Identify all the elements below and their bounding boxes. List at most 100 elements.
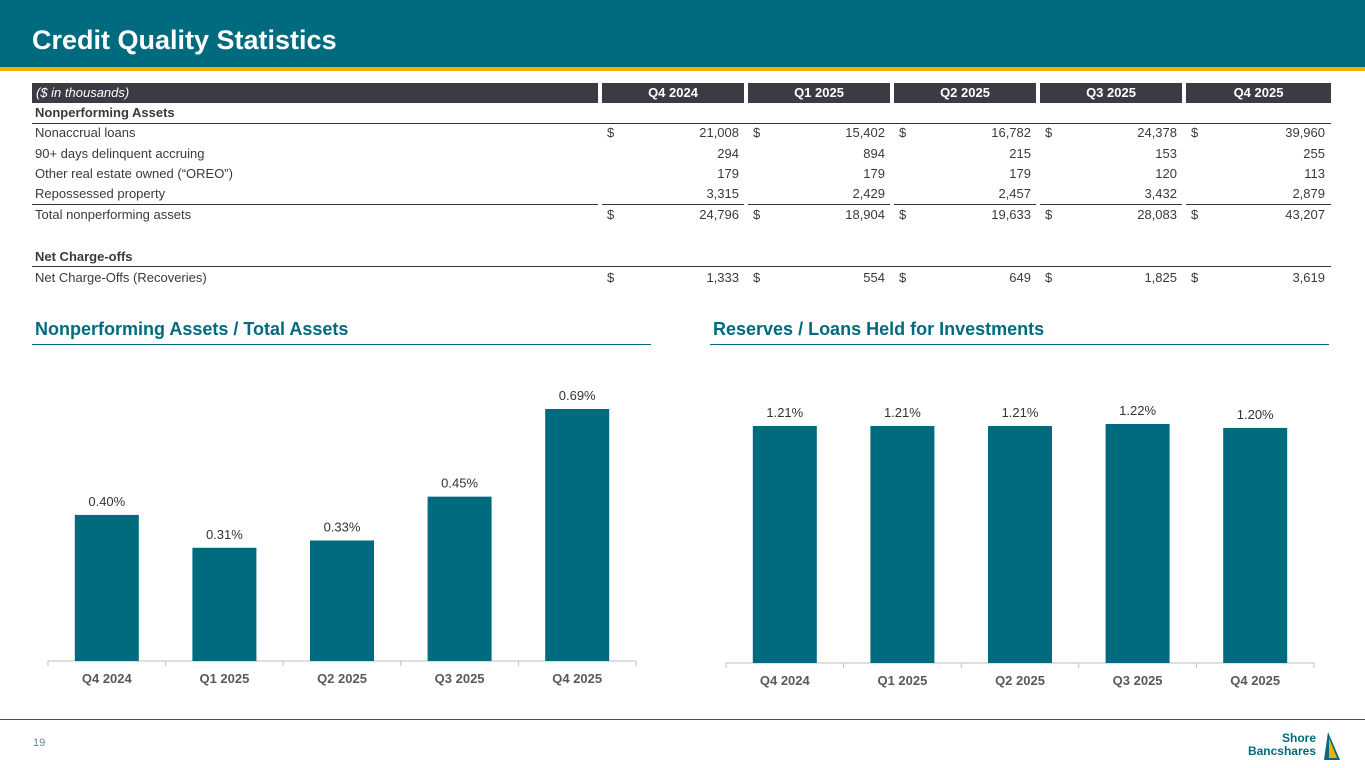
dollar-sign: $ [753, 207, 761, 222]
page-title: Credit Quality Statistics [32, 25, 337, 55]
table-unit-label: ($ in thousands) [32, 83, 598, 103]
row-label-total-nonperforming: Total nonperforming assets [35, 207, 192, 222]
cell-value: 894 [863, 146, 885, 161]
tick-label: Q2 2025 [995, 673, 1045, 688]
cell-value: 113 [1304, 166, 1325, 181]
bar [752, 425, 817, 663]
cell-value: 3,619 [1292, 270, 1325, 285]
data-label: 1.21% [766, 405, 803, 420]
column-header-q4-2024: Q4 2024 [602, 83, 744, 103]
total-divider [602, 204, 744, 205]
section-nonperforming-assets: Nonperforming Assets [35, 105, 175, 120]
tick-label: Q4 2024 [760, 673, 811, 688]
header-accent-stripe [0, 67, 1365, 71]
tick-label: Q1 2025 [877, 673, 927, 688]
cell-value: 179 [717, 166, 739, 181]
data-label: 0.33% [324, 519, 361, 534]
chart-title-rule [710, 344, 1329, 345]
cell-value: 1,825 [1144, 270, 1177, 285]
column-header-q2-2025: Q2 2025 [894, 83, 1036, 103]
footer-divider [0, 719, 1365, 720]
row-label-90-days-delinquent: 90+ days delinquent accruing [35, 146, 205, 161]
cell-value: 649 [1009, 270, 1031, 285]
cell-value: 39,960 [1285, 125, 1325, 140]
dollar-sign: $ [1045, 125, 1053, 140]
cell-value: 2,429 [852, 186, 885, 201]
cell-value: 179 [863, 166, 885, 181]
dollar-sign: $ [899, 207, 907, 222]
dollar-sign: $ [1191, 270, 1199, 285]
total-divider [894, 204, 1036, 205]
dollar-sign: $ [899, 270, 907, 285]
row-label-net-charge-offs: Net Charge-Offs (Recoveries) [35, 270, 207, 285]
bar [310, 540, 374, 661]
data-label: 0.31% [206, 527, 243, 542]
dollar-sign: $ [1191, 207, 1199, 222]
tick-label: Q4 2024 [82, 671, 133, 686]
dollar-sign: $ [1191, 125, 1199, 140]
total-divider [1040, 204, 1182, 205]
cell-value: 215 [1009, 146, 1031, 161]
data-label: 0.45% [441, 476, 478, 491]
row-label-oreo: Other real estate owned (“OREO”) [35, 166, 233, 181]
cell-value: 3,432 [1144, 186, 1177, 201]
cell-value: 120 [1155, 166, 1177, 181]
cell-value: 21,008 [699, 125, 739, 140]
cell-value: 1,333 [706, 270, 739, 285]
dollar-sign: $ [753, 270, 761, 285]
cell-value: 3,315 [706, 186, 739, 201]
bar [427, 496, 492, 661]
tick-label: Q4 2025 [552, 671, 602, 686]
row-label-repossessed: Repossessed property [35, 186, 166, 201]
column-header-q3-2025: Q3 2025 [1040, 83, 1182, 103]
tick-label: Q3 2025 [1113, 673, 1163, 688]
bar [1105, 424, 1170, 663]
bar [1223, 427, 1288, 663]
bar [192, 547, 257, 661]
data-label: 0.40% [88, 494, 125, 509]
cell-value: 16,782 [991, 125, 1031, 140]
data-label: 1.21% [884, 405, 921, 420]
dollar-sign: $ [899, 125, 907, 140]
cell-value: 28,083 [1137, 207, 1177, 222]
sail-icon [1324, 732, 1340, 760]
cell-value: 43,207 [1285, 207, 1325, 222]
data-label: 0.69% [559, 388, 596, 403]
cell-value: 15,402 [845, 125, 885, 140]
dollar-sign: $ [1045, 207, 1053, 222]
header-bar [0, 0, 1365, 67]
chart-title-rule [32, 344, 651, 345]
column-header-q1-2025: Q1 2025 [748, 83, 890, 103]
data-label: 1.21% [1002, 405, 1039, 420]
total-divider [32, 204, 598, 205]
section-divider [32, 266, 1331, 267]
cell-value: 554 [863, 270, 885, 285]
dollar-sign: $ [1045, 270, 1053, 285]
data-label: 1.22% [1119, 403, 1156, 418]
bar [74, 514, 139, 661]
row-label-nonaccrual: Nonaccrual loans [35, 125, 136, 140]
total-divider [748, 204, 890, 205]
tick-label: Q1 2025 [199, 671, 249, 686]
cell-value: 179 [1009, 166, 1031, 181]
data-label: 1.20% [1237, 407, 1274, 422]
logo-line2: Bancshares [1247, 744, 1316, 758]
cell-value: 2,879 [1292, 186, 1325, 201]
tick-label: Q4 2025 [1230, 673, 1280, 688]
cell-value: 153 [1155, 146, 1177, 161]
total-divider [1186, 204, 1331, 205]
cell-value: 255 [1303, 146, 1325, 161]
cell-value: 2,457 [998, 186, 1031, 201]
cell-value: 24,378 [1137, 125, 1177, 140]
dollar-sign: $ [753, 125, 761, 140]
dollar-sign: $ [607, 270, 615, 285]
cell-value: 24,796 [699, 207, 739, 222]
bar [545, 409, 610, 661]
cell-value: 294 [717, 146, 739, 161]
section-divider [32, 123, 1331, 124]
section-net-charge-offs: Net Charge-offs [35, 249, 133, 264]
column-header-q4-2025: Q4 2025 [1186, 83, 1331, 103]
tick-label: Q3 2025 [435, 671, 485, 686]
dollar-sign: $ [607, 207, 615, 222]
